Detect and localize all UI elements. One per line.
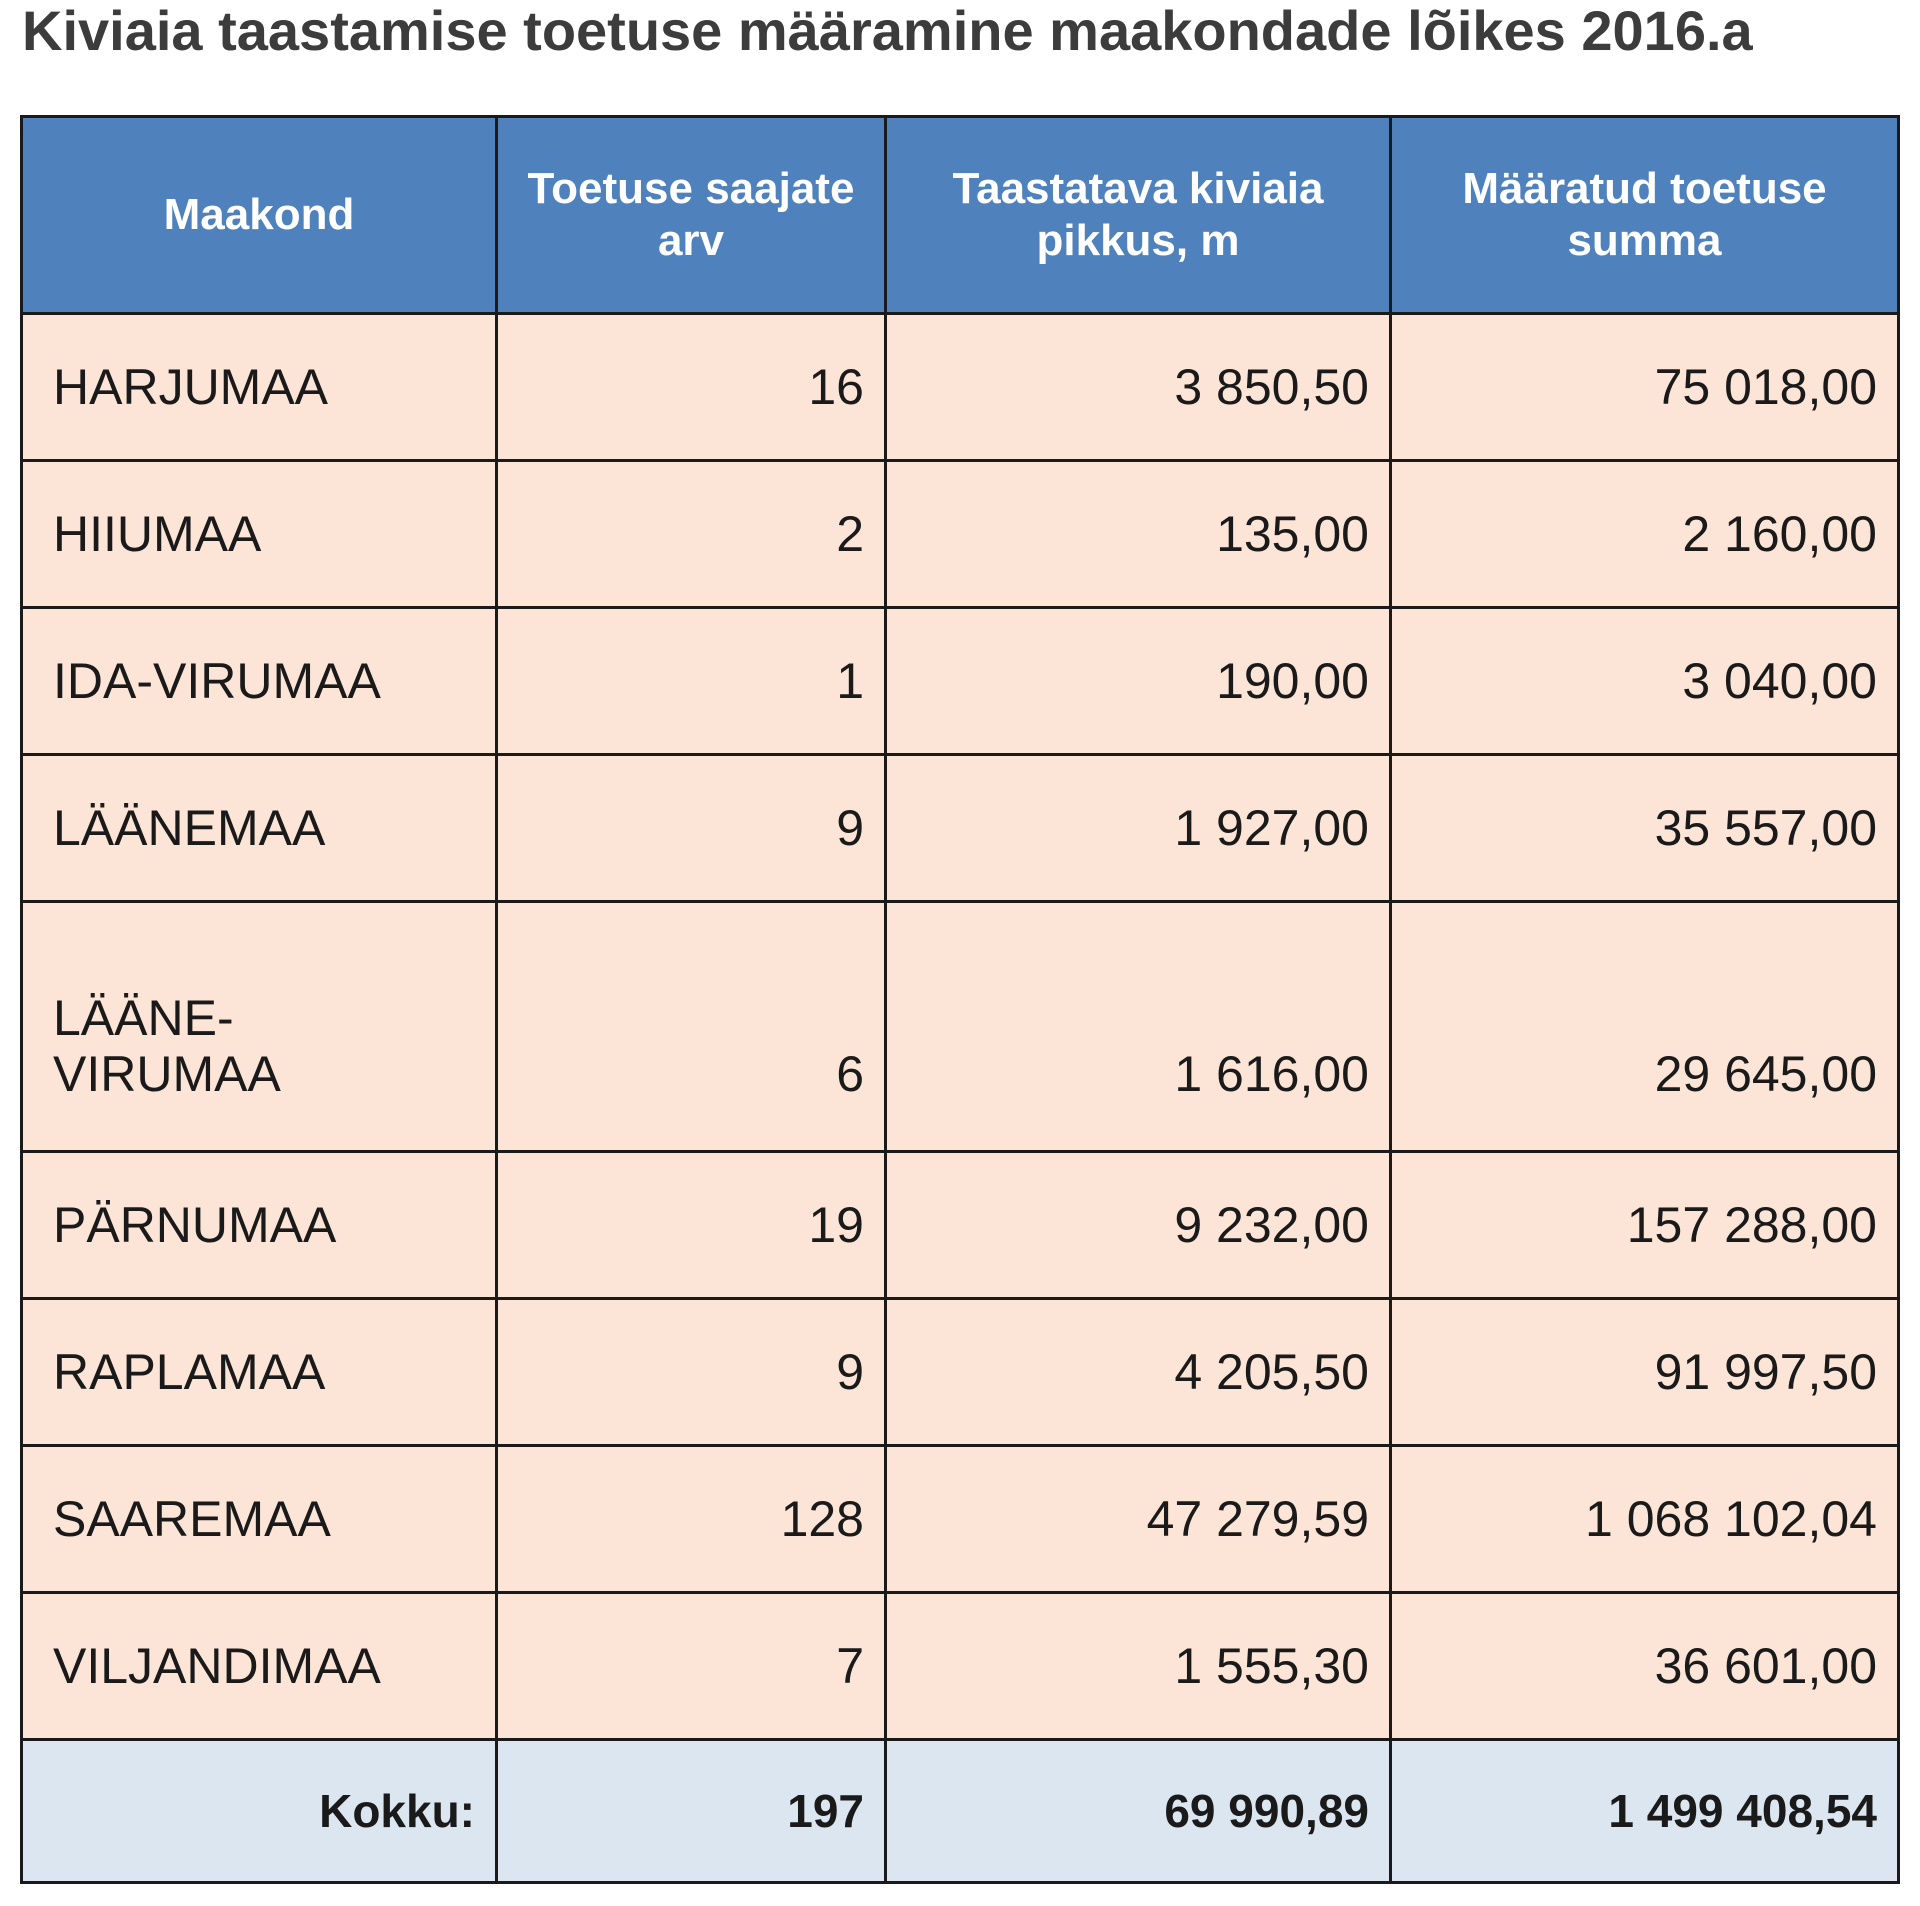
cell-summa: 29 645,00	[1389, 900, 1900, 1153]
header-row: Maakond Toetuse saajate arv Taastatava k…	[20, 115, 1900, 315]
cell-summa: 91 997,50	[1389, 1297, 1900, 1447]
cell-maakond: IDA-VIRUMAA	[20, 606, 498, 756]
table-row: HARJUMAA 16 3 850,50 75 018,00	[20, 312, 1900, 462]
cell-saajad: 6	[495, 900, 887, 1153]
cell-saajad: 1	[495, 606, 887, 756]
cell-summa: 157 288,00	[1389, 1150, 1900, 1300]
cell-maakond: LÄÄNEMAA	[20, 753, 498, 903]
header-pikkus: Taastatava kiviaia pikkus, m	[884, 115, 1392, 315]
table-row: VILJANDIMAA 7 1 555,30 36 601,00	[20, 1591, 1900, 1741]
cell-saajad: 16	[495, 312, 887, 462]
cell-saajad: 9	[495, 1297, 887, 1447]
table-body: HARJUMAA 16 3 850,50 75 018,00 HIIUMAA 2…	[20, 312, 1900, 1741]
page-title: Kiviaia taastamise toetuse määramine maa…	[22, 0, 1753, 62]
cell-summa: 35 557,00	[1389, 753, 1900, 903]
header-saajad: Toetuse saajate arv	[495, 115, 887, 315]
table-row: HIIUMAA 2 135,00 2 160,00	[20, 459, 1900, 609]
table-row: IDA-VIRUMAA 1 190,00 3 040,00	[20, 606, 1900, 756]
cell-saajad: 9	[495, 753, 887, 903]
total-saajad: 197	[495, 1738, 887, 1884]
support-table: Maakond Toetuse saajate arv Taastatava k…	[20, 115, 1900, 1884]
cell-pikkus: 1 616,00	[884, 900, 1392, 1153]
table-row: PÄRNUMAA 19 9 232,00 157 288,00	[20, 1150, 1900, 1300]
total-row: Kokku: 197 69 990,89 1 499 408,54	[20, 1738, 1900, 1884]
cell-maakond: HARJUMAA	[20, 312, 498, 462]
total-label: Kokku:	[20, 1738, 498, 1884]
cell-pikkus: 135,00	[884, 459, 1392, 609]
header-maakond: Maakond	[20, 115, 498, 315]
support-table-container: Maakond Toetuse saajate arv Taastatava k…	[20, 115, 1900, 1884]
total-summa: 1 499 408,54	[1389, 1738, 1900, 1884]
cell-summa: 2 160,00	[1389, 459, 1900, 609]
cell-saajad: 19	[495, 1150, 887, 1300]
table-row: LÄÄNE-VIRUMAA 6 1 616,00 29 645,00	[20, 900, 1900, 1153]
table-row: SAAREMAA 128 47 279,59 1 068 102,04	[20, 1444, 1900, 1594]
cell-summa: 75 018,00	[1389, 312, 1900, 462]
cell-maakond: PÄRNUMAA	[20, 1150, 498, 1300]
cell-maakond: SAAREMAA	[20, 1444, 498, 1594]
table-row: RAPLAMAA 9 4 205,50 91 997,50	[20, 1297, 1900, 1447]
cell-summa: 3 040,00	[1389, 606, 1900, 756]
cell-pikkus: 190,00	[884, 606, 1392, 756]
cell-pikkus: 1 927,00	[884, 753, 1392, 903]
cell-summa: 36 601,00	[1389, 1591, 1900, 1741]
cell-maakond: HIIUMAA	[20, 459, 498, 609]
table-footer: Kokku: 197 69 990,89 1 499 408,54	[20, 1738, 1900, 1884]
cell-pikkus: 4 205,50	[884, 1297, 1392, 1447]
cell-pikkus: 1 555,30	[884, 1591, 1392, 1741]
cell-pikkus: 47 279,59	[884, 1444, 1392, 1594]
cell-saajad: 7	[495, 1591, 887, 1741]
cell-maakond: VILJANDIMAA	[20, 1591, 498, 1741]
cell-maakond: LÄÄNE-VIRUMAA	[20, 900, 498, 1153]
cell-pikkus: 3 850,50	[884, 312, 1392, 462]
cell-saajad: 2	[495, 459, 887, 609]
cell-maakond: RAPLAMAA	[20, 1297, 498, 1447]
table-header: Maakond Toetuse saajate arv Taastatava k…	[20, 115, 1900, 315]
cell-summa: 1 068 102,04	[1389, 1444, 1900, 1594]
table-row: LÄÄNEMAA 9 1 927,00 35 557,00	[20, 753, 1900, 903]
total-pikkus: 69 990,89	[884, 1738, 1392, 1884]
header-summa: Määratud toetuse summa	[1389, 115, 1900, 315]
cell-saajad: 128	[495, 1444, 887, 1594]
cell-pikkus: 9 232,00	[884, 1150, 1392, 1300]
